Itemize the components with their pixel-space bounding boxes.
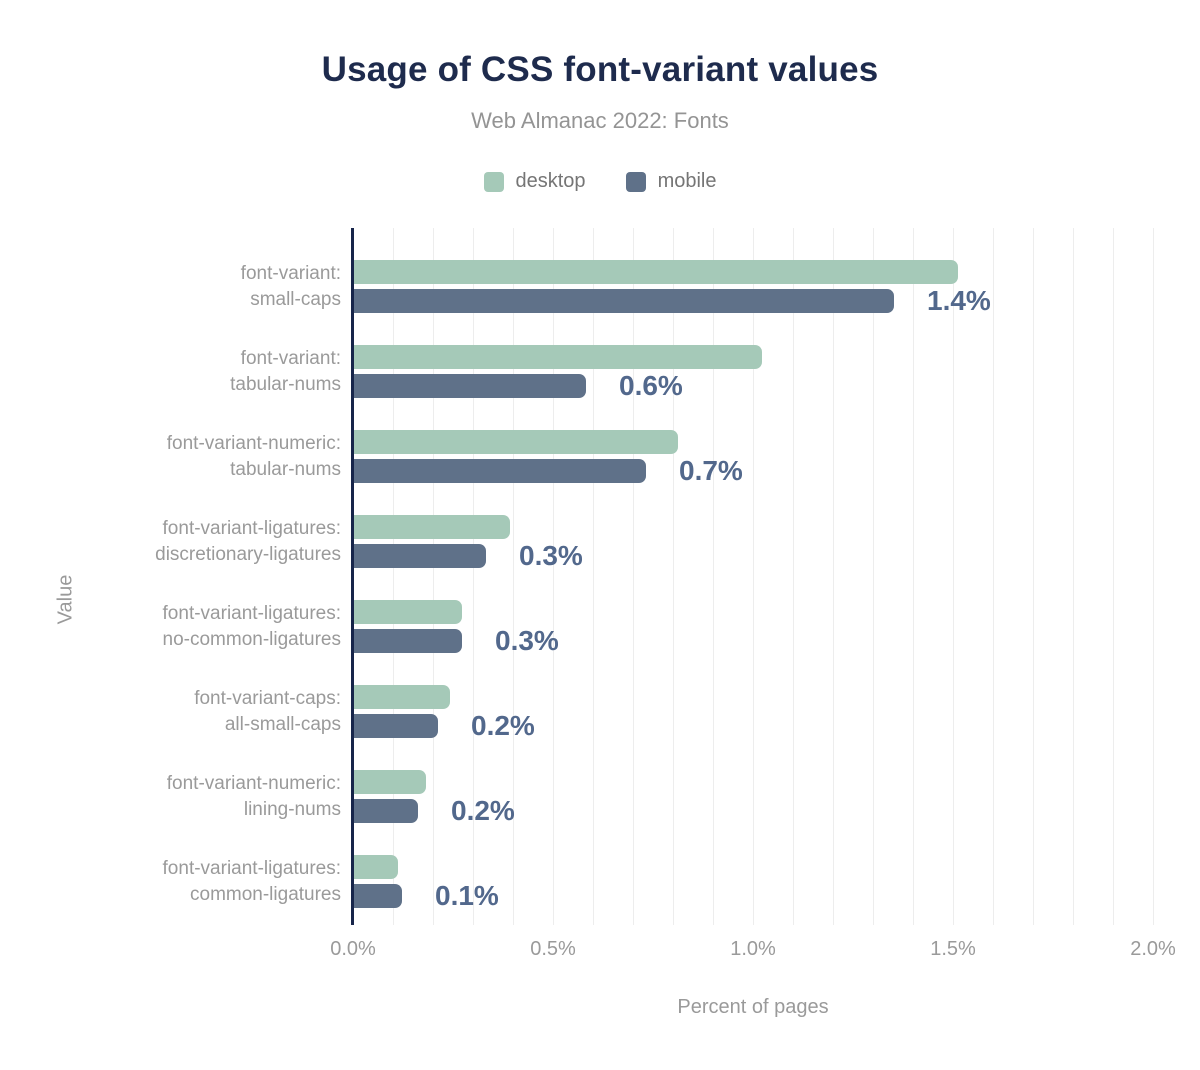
legend: desktop mobile: [0, 170, 1200, 193]
bar-value-label: 0.2%: [451, 795, 515, 826]
gridline: [833, 228, 834, 925]
bar-value-label: 0.6%: [619, 370, 683, 401]
legend-item-desktop: desktop: [483, 170, 586, 193]
category-label: font-variant: small-caps: [240, 262, 341, 310]
mobile-swatch-icon: [625, 171, 646, 192]
x-tick-label: 1.0%: [730, 938, 776, 960]
x-tick-label: 1.5%: [930, 938, 976, 960]
gridline: [993, 228, 994, 925]
legend-label-desktop: desktop: [515, 170, 586, 192]
category-label: font-variant-ligatures: discretionary-lig…: [155, 517, 341, 565]
bar-desktop: [354, 685, 450, 709]
bar-value-label: 0.2%: [471, 710, 535, 741]
legend-label-mobile: mobile: [657, 170, 717, 192]
category-label: font-variant-ligatures: no-common-ligatur…: [162, 602, 341, 650]
bar-desktop: [354, 855, 398, 879]
bar-desktop: [354, 260, 958, 284]
category-label: font-variant-numeric: lining-nums: [166, 772, 341, 820]
bar-desktop: [354, 770, 426, 794]
category-label: font-variant-numeric: tabular-nums: [166, 432, 341, 480]
gridline: [593, 228, 594, 925]
bar-value-label: 0.3%: [519, 540, 583, 571]
category-label: font-variant: tabular-nums: [230, 347, 341, 395]
x-tick-label: 0.0%: [330, 938, 376, 960]
gridline: [433, 228, 434, 925]
gridline: [473, 228, 474, 925]
gridline: [1113, 228, 1114, 925]
gridline: [673, 228, 674, 925]
gridline: [513, 228, 514, 925]
gridline: [633, 228, 634, 925]
desktop-swatch-icon: [483, 171, 504, 192]
gridline: [913, 228, 914, 925]
gridline: [1033, 228, 1034, 925]
gridline: [553, 228, 554, 925]
gridline: [393, 228, 394, 925]
bar-desktop: [354, 345, 762, 369]
category-label: font-variant-caps: all-small-caps: [194, 687, 341, 735]
bar-mobile: [354, 289, 894, 313]
bar-value-label: 0.3%: [495, 625, 559, 656]
category-label: font-variant-ligatures: common-ligatures: [162, 857, 341, 905]
bar-value-label: 0.7%: [679, 455, 743, 486]
gridline: [793, 228, 794, 925]
gridline: [953, 228, 954, 925]
x-tick-label: 0.5%: [530, 938, 576, 960]
bar-mobile: [354, 544, 486, 568]
bar-value-label: 1.4%: [927, 285, 991, 316]
bar-value-label: 0.1%: [435, 880, 499, 911]
chart-subtitle: Web Almanac 2022: Fonts: [471, 108, 729, 133]
bar-mobile: [354, 374, 586, 398]
bar-desktop: [354, 600, 462, 624]
bar-desktop: [354, 515, 510, 539]
x-tick-label: 2.0%: [1130, 938, 1176, 960]
bar-mobile: [354, 799, 418, 823]
bar-mobile: [354, 884, 402, 908]
chart-title: Usage of CSS font-variant values: [321, 50, 879, 89]
gridline: [873, 228, 874, 925]
gridline: [713, 228, 714, 925]
x-axis-title: Percent of pages: [677, 996, 829, 1018]
gridline: [1153, 228, 1154, 925]
bar-desktop: [354, 430, 678, 454]
gridline: [1073, 228, 1074, 925]
gridline: [753, 228, 754, 925]
bar-mobile: [354, 459, 646, 483]
legend-item-mobile: mobile: [625, 170, 717, 193]
y-axis-line: [351, 228, 354, 925]
bar-mobile: [354, 629, 462, 653]
bar-mobile: [354, 714, 438, 738]
